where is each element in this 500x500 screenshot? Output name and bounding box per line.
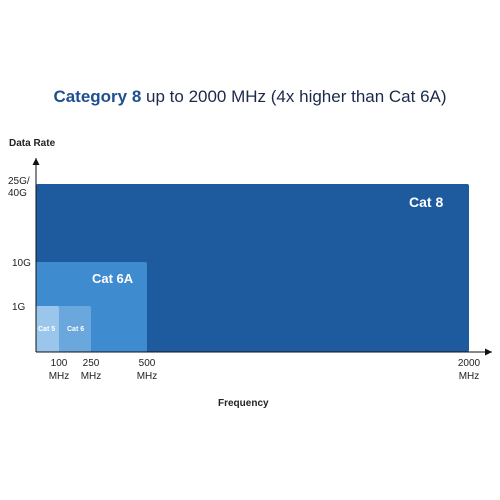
x-axis-arrow [485,348,492,356]
x-tick-label: 2000 [458,358,481,369]
series-block-cat-5 [36,306,59,352]
y-tick-label-line2: 40G [8,188,27,199]
x-tick-label-unit: MHz [49,371,70,382]
x-tick-label-unit: MHz [137,371,158,382]
y-tick-label: 25G/ [8,176,30,187]
y-tick-label: 10G [12,258,31,269]
y-axis-label: Data Rate [9,138,56,149]
y-axis-arrow [32,158,40,165]
series-label-cat-6a: Cat 6A [92,271,134,286]
series-label-cat-6: Cat 6 [67,326,84,333]
x-tick-label: 100 [51,358,68,369]
chart-title-strong: Category 8 [53,87,142,106]
x-tick-label: 500 [139,358,156,369]
series-label-cat-8: Cat 8 [409,194,443,210]
y-tick-label: 1G [12,302,26,313]
x-tick-label: 250 [83,358,100,369]
x-axis-label: Frequency [218,398,269,409]
series-label-cat-5: Cat 5 [38,326,55,333]
chart-title: Category 8 up to 2000 MHz (4x higher tha… [0,87,500,107]
x-tick-label-unit: MHz [459,371,480,382]
chart-title-rest: up to 2000 MHz (4x higher than Cat 6A) [141,87,447,106]
x-tick-label-unit: MHz [81,371,102,382]
